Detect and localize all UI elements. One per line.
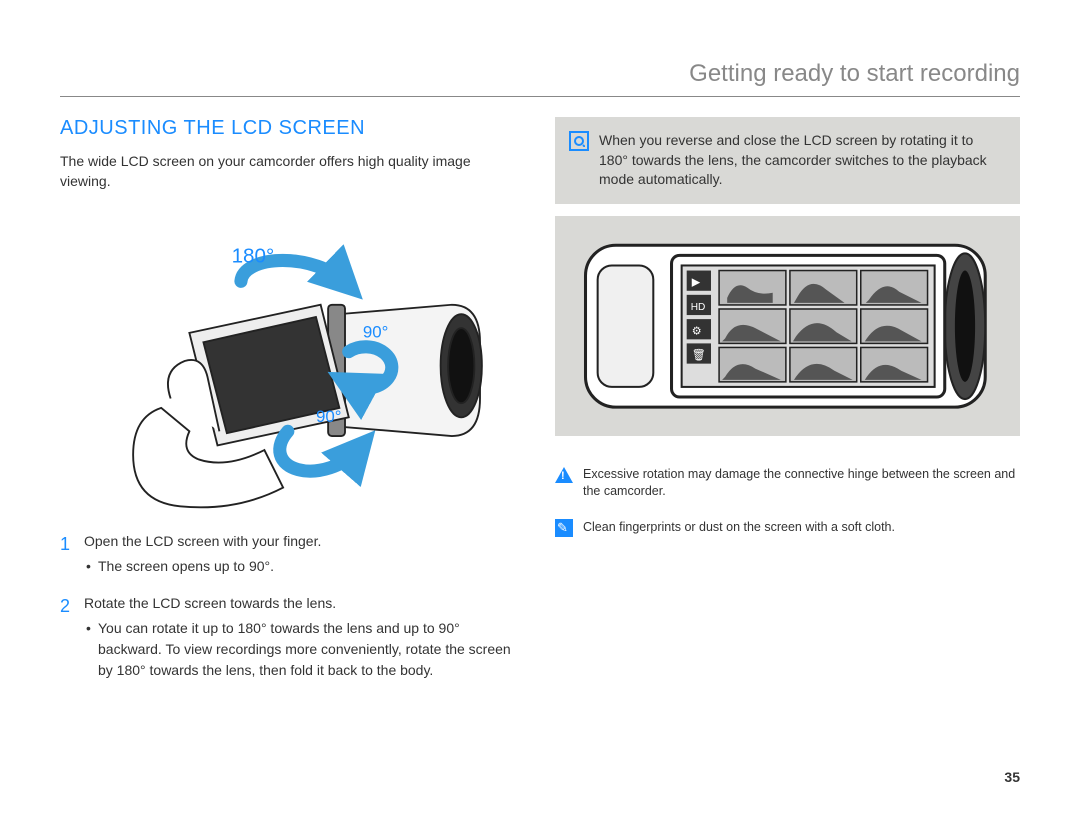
- svg-text:⚙: ⚙: [691, 325, 701, 337]
- manual-page: Getting ready to start recording ADJUSTI…: [0, 0, 1080, 825]
- left-column: ADJUSTING THE LCD SCREEN The wide LCD sc…: [60, 117, 525, 697]
- tip-note: Clean fingerprints or dust on the screen…: [555, 519, 1020, 537]
- steps-list: 1 Open the LCD screen with your finger. …: [60, 531, 525, 681]
- svg-text:HD: HD: [690, 302, 705, 313]
- header-title: Getting ready to start recording: [60, 60, 1020, 88]
- step-number: 1: [60, 531, 84, 577]
- svg-text:🗑: 🗑: [691, 348, 705, 361]
- warning-note: Excessive rotation may damage the connec…: [555, 466, 1020, 501]
- info-icon: [569, 131, 589, 151]
- section-intro: The wide LCD screen on your camcorder of…: [60, 152, 525, 191]
- playback-illustration: ▶ HD ⚙ 🗑: [555, 216, 1020, 436]
- right-column: When you reverse and close the LCD scree…: [555, 117, 1020, 697]
- step-2: 2 Rotate the LCD screen towards the lens…: [60, 593, 525, 681]
- pencil-icon: [555, 519, 573, 537]
- step-1: 1 Open the LCD screen with your finger. …: [60, 531, 525, 577]
- step-main: Rotate the LCD screen towards the lens.: [84, 593, 525, 614]
- section-title: ADJUSTING THE LCD SCREEN: [60, 117, 525, 140]
- warning-icon: [555, 466, 573, 484]
- svg-text:90°: 90°: [316, 407, 342, 426]
- step-main: Open the LCD screen with your finger.: [84, 531, 525, 552]
- step-body: Open the LCD screen with your finger. Th…: [84, 531, 525, 577]
- note-text: Excessive rotation may damage the connec…: [583, 466, 1020, 501]
- svg-text:90°: 90°: [363, 323, 389, 342]
- step-bullet: You can rotate it up to 180° towards the…: [84, 618, 525, 681]
- note-text: Clean fingerprints or dust on the screen…: [583, 519, 895, 537]
- header-rule: [60, 96, 1020, 97]
- svg-text:▶: ▶: [691, 276, 700, 288]
- step-bullet: The screen opens up to 90°.: [84, 556, 525, 577]
- content-columns: ADJUSTING THE LCD SCREEN The wide LCD sc…: [60, 117, 1020, 697]
- svg-text:180°: 180°: [232, 245, 275, 268]
- info-callout: When you reverse and close the LCD scree…: [555, 117, 1020, 204]
- lcd-rotation-diagram: 180° 90° 90°: [60, 211, 525, 511]
- page-number: 35: [1004, 769, 1020, 785]
- step-number: 2: [60, 593, 84, 681]
- info-text: When you reverse and close the LCD scree…: [599, 131, 1006, 190]
- step-body: Rotate the LCD screen towards the lens. …: [84, 593, 525, 681]
